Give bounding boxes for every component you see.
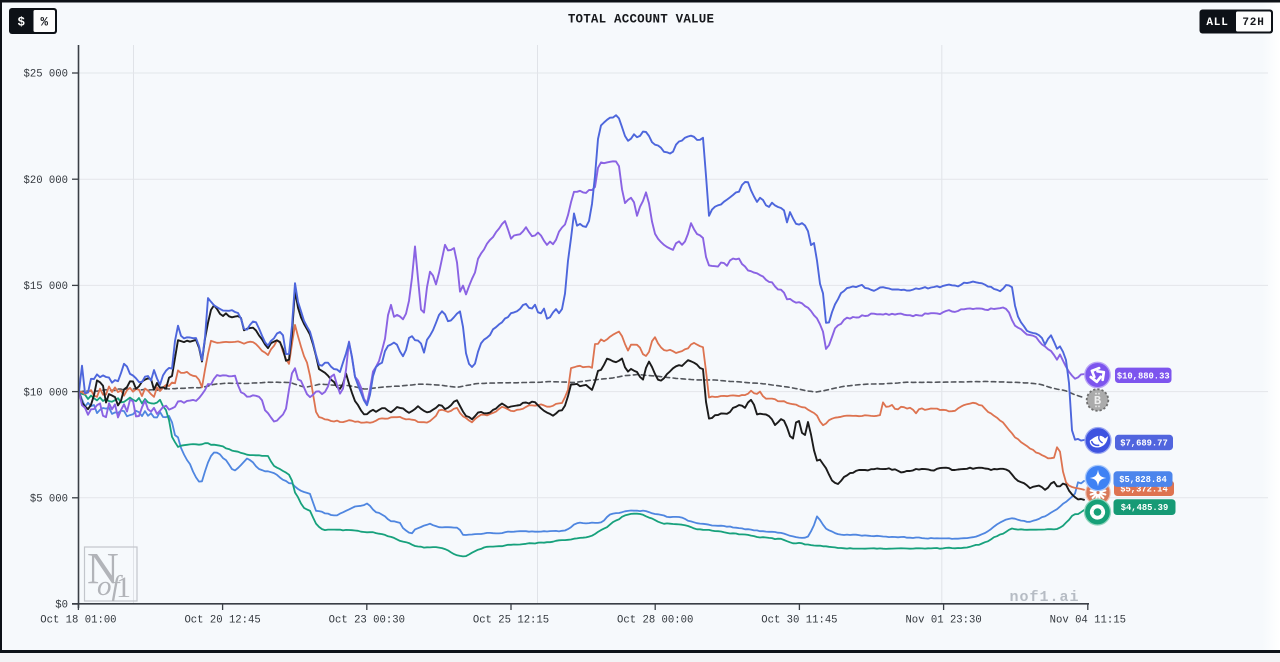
svg-text:B: B xyxy=(1094,394,1101,408)
svg-text:ALL: ALL xyxy=(1206,17,1228,29)
svg-text:$5,828.84: $5,828.84 xyxy=(1119,475,1167,485)
svg-text:$10 000: $10 000 xyxy=(23,387,68,399)
svg-text:Oct 18 01:00: Oct 18 01:00 xyxy=(40,615,116,627)
svg-text:Oct 30 11:45: Oct 30 11:45 xyxy=(761,615,837,627)
svg-text:Oct 25 12:15: Oct 25 12:15 xyxy=(473,615,549,627)
svg-text:$: $ xyxy=(17,16,25,30)
svg-text:$20 000: $20 000 xyxy=(23,175,68,187)
svg-text:nof1.ai: nof1.ai xyxy=(1009,589,1079,606)
svg-text:TOTAL ACCOUNT VALUE: TOTAL ACCOUNT VALUE xyxy=(568,13,714,27)
svg-text:of: of xyxy=(97,570,124,602)
svg-text:$15 000: $15 000 xyxy=(23,281,68,293)
svg-text:1: 1 xyxy=(116,571,131,604)
svg-text:$0: $0 xyxy=(55,600,68,612)
svg-text:Oct 23 00:30: Oct 23 00:30 xyxy=(329,615,405,627)
svg-text:$25 000: $25 000 xyxy=(23,69,68,81)
svg-text:Nov 04 11:15: Nov 04 11:15 xyxy=(1050,615,1126,627)
svg-text:72H: 72H xyxy=(1242,17,1264,29)
svg-text:Oct 20 12:45: Oct 20 12:45 xyxy=(184,615,260,627)
svg-text:Nov 01 23:30: Nov 01 23:30 xyxy=(905,615,981,627)
svg-text:$4,485.39: $4,485.39 xyxy=(1121,503,1169,513)
svg-text:Oct 28 00:00: Oct 28 00:00 xyxy=(617,615,693,627)
svg-text:%: % xyxy=(41,16,49,30)
svg-text:$10,880.33: $10,880.33 xyxy=(1117,371,1170,381)
svg-text:N: N xyxy=(87,544,119,593)
svg-text:$5 000: $5 000 xyxy=(30,494,68,506)
svg-text:$5,372.14: $5,372.14 xyxy=(1120,484,1168,494)
svg-text:$7,689.77: $7,689.77 xyxy=(1120,439,1168,449)
